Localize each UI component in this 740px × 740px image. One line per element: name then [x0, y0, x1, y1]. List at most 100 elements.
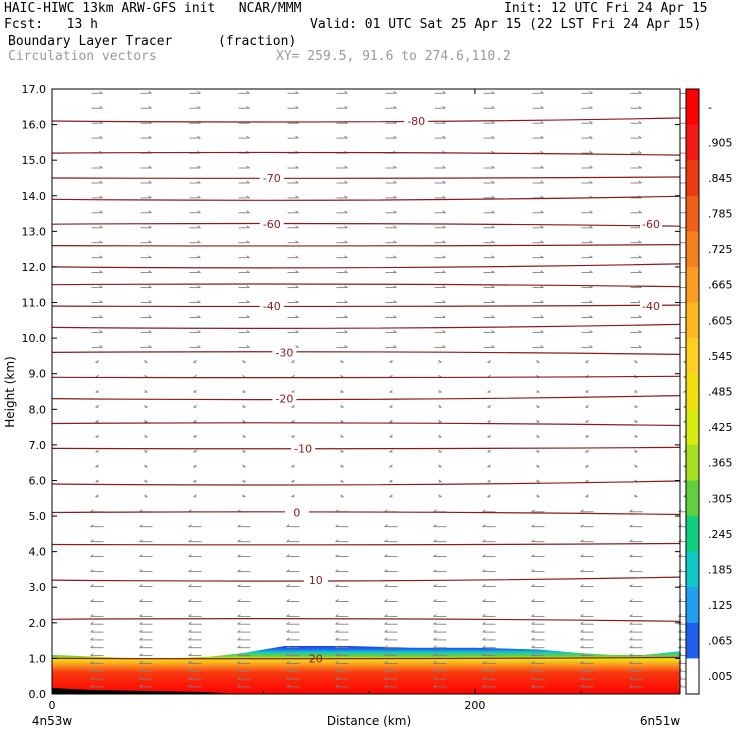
y-tick-label: 1.0 [29, 652, 47, 665]
vector-arrowhead [99, 270, 103, 273]
vector-arrowhead [393, 330, 397, 333]
vector-arrowhead [580, 509, 584, 513]
vector-arrowhead [286, 584, 290, 587]
vector-arrowhead [99, 195, 103, 199]
vector-arrowhead [148, 285, 152, 288]
vector-arrowhead [295, 285, 299, 288]
contour-label: 10 [309, 574, 323, 587]
vector-arrowhead [148, 165, 152, 169]
vector-arrowhead [246, 225, 250, 229]
vector-arrowhead [335, 599, 339, 602]
vector-arrowhead [585, 494, 589, 498]
vector-arrowhead [393, 300, 397, 303]
colorbar-label: .485 [708, 386, 733, 399]
colorbar-swatch [686, 409, 699, 446]
vector-arrowhead [580, 629, 584, 633]
y-axis-label: Height (km) [3, 356, 17, 427]
x-axis-label: Distance (km) [327, 714, 411, 728]
vector-arrowhead [148, 255, 152, 259]
vector-arrowhead [629, 569, 633, 572]
vector-arrowhead [540, 225, 544, 229]
contour-label: 20 [309, 652, 323, 665]
vector-arrowhead [482, 614, 486, 617]
vector-arrowhead [482, 668, 486, 672]
contour-line [51, 422, 681, 427]
vector-arrowhead [491, 165, 495, 169]
vector-arrowhead [384, 645, 388, 649]
vector-arrowhead [540, 345, 544, 348]
vector-arrowhead [634, 404, 638, 408]
vector-arrowhead [389, 404, 393, 408]
vector-arrowhead [585, 464, 589, 468]
vector-arrowhead [438, 389, 442, 393]
vector-arrowhead [335, 569, 339, 572]
vector-arrowhead [536, 494, 540, 498]
vector-arrowhead [531, 621, 535, 625]
vector-arrowhead [438, 479, 442, 483]
vector-arrowhead [634, 449, 638, 453]
vector-arrowhead [148, 90, 152, 94]
vector-arrowhead [286, 645, 290, 649]
vector-arrowhead [139, 539, 143, 543]
vector-arrowhead [335, 684, 339, 688]
terrain [52, 688, 242, 694]
vector-arrowhead [286, 684, 290, 688]
overlay-name: Circulation vectors [8, 49, 157, 64]
vector-arrowhead [139, 569, 143, 572]
vector-arrowhead [531, 569, 535, 572]
vector-arrowhead [139, 599, 143, 602]
vector-arrowhead [291, 374, 295, 378]
vector-arrowhead [393, 285, 397, 288]
vector-arrowhead [197, 270, 201, 273]
vector-arrowhead [634, 434, 638, 438]
vector-arrowhead [286, 599, 290, 602]
vector-arrowhead [442, 210, 446, 214]
vector-arrowhead [340, 419, 344, 423]
contour-label-bg [303, 574, 328, 587]
vector-arrowhead [188, 569, 192, 572]
vector-arrowhead [384, 614, 388, 617]
vector-arrowhead [585, 404, 589, 408]
vector-arrowhead [197, 135, 201, 139]
vector-arrowhead [344, 300, 348, 303]
vector-arrowhead [638, 120, 642, 124]
vector-arrowhead [242, 494, 246, 498]
vector-arrowhead [442, 240, 446, 244]
vector-arrowhead [90, 668, 94, 672]
vector-arrowhead [139, 621, 143, 625]
vector-arrowhead [580, 599, 584, 602]
vector-arrowhead [629, 645, 633, 649]
contour-label: -40 [263, 300, 281, 313]
vector-arrowhead [344, 270, 348, 273]
vector-arrowhead [286, 554, 290, 557]
vector-arrowhead [433, 599, 437, 602]
vector-arrowhead [148, 315, 152, 318]
vector-arrowhead [237, 614, 241, 617]
vector-arrowhead [291, 359, 295, 363]
vector-arrowhead [491, 135, 495, 139]
vector-arrowhead [95, 389, 99, 393]
vector-arrowhead [589, 180, 593, 184]
vector-arrowhead [580, 637, 584, 641]
vector-arrowhead [389, 419, 393, 423]
colorbar-label: .365 [708, 457, 733, 470]
vector-arrowhead [335, 653, 339, 656]
vector-arrowhead [433, 614, 437, 617]
vector-arrowhead [139, 614, 143, 617]
y-tick-label: 12.0 [22, 261, 47, 274]
vector-arrowhead [246, 210, 250, 214]
vector-arrowhead [638, 165, 642, 169]
vector-arrowhead [491, 330, 495, 333]
vector-arrowhead [340, 494, 344, 498]
vector-arrowhead [531, 629, 535, 633]
y-tick-label: 6.0 [29, 474, 47, 487]
vector-arrowhead [242, 404, 246, 408]
vector-arrowhead [90, 554, 94, 557]
vector-arrowhead [487, 464, 491, 468]
vector-arrowhead [286, 653, 290, 656]
vector-arrowhead [188, 637, 192, 641]
vector-arrowhead [384, 569, 388, 572]
colorbar-swatch [686, 516, 699, 553]
vector-arrowhead [148, 195, 152, 199]
contour-line [51, 511, 681, 516]
